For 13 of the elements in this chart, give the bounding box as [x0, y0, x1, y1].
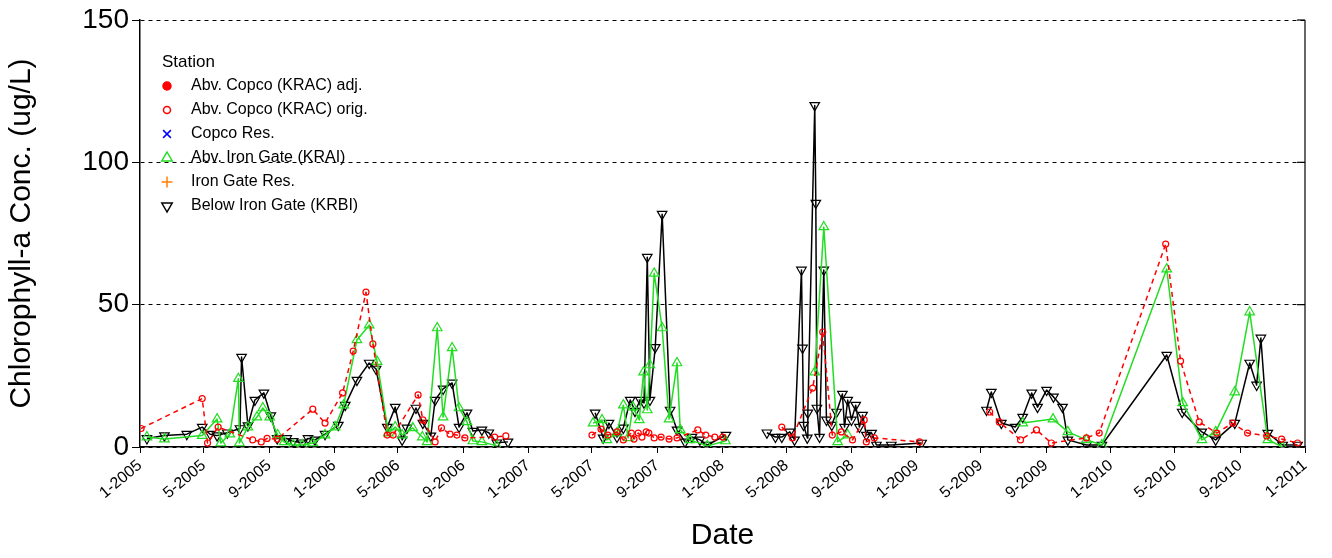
legend-title: Station [162, 51, 215, 71]
legend-label: Below Iron Gate (KRBI) [191, 196, 359, 214]
x-axis-title: Date [690, 517, 755, 551]
legend-label: Copco Res. [191, 124, 275, 142]
y-tick-label: 100 [82, 145, 129, 177]
legend-label: Abv. Iron Gate (KRAI) [191, 148, 346, 166]
legend-label: Abv. Copco (KRAC) adj. [191, 76, 363, 94]
legend-label: Abv. Copco (KRAC) orig. [191, 100, 368, 118]
y-tick-label: 50 [97, 287, 129, 319]
y-tick-label: 150 [82, 2, 129, 34]
y-axis-title: Chlorophyll-a Conc. (ug/L) [3, 58, 37, 409]
legend-label: Iron Gate Res. [191, 172, 296, 190]
y-tick-label: 0 [113, 429, 129, 461]
